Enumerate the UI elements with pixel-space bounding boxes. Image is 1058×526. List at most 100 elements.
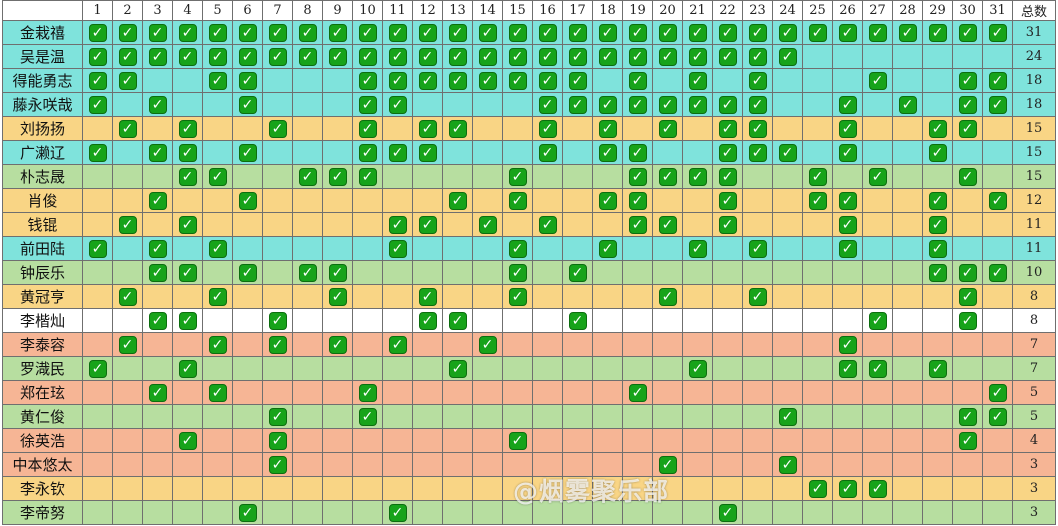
day-cell: ✓: [502, 260, 533, 285]
day-cell: [112, 236, 143, 261]
day-cell: [442, 260, 473, 285]
checkmark-icon: ✓: [358, 96, 377, 115]
day-cell: ✓: [922, 188, 953, 213]
day-cell: [322, 476, 353, 501]
checkmark-icon: ✓: [148, 96, 167, 115]
day-cell: ✓: [982, 404, 1013, 429]
checkmark-icon: ✓: [238, 504, 257, 523]
day-cell: ✓: [682, 164, 713, 189]
day-cell: [922, 380, 953, 405]
day-cell: ✓: [502, 20, 533, 45]
checkmark-icon: ✓: [838, 216, 857, 235]
day-cell: [292, 428, 323, 453]
checkmark-icon: ✓: [478, 48, 497, 67]
checkmark-icon: ✓: [178, 432, 197, 451]
checkmark-icon: ✓: [268, 432, 287, 451]
day-cell: [982, 476, 1013, 501]
header-day: 30: [952, 0, 983, 21]
day-cell: [592, 476, 623, 501]
day-cell: [472, 140, 503, 165]
header-day: 4: [172, 0, 203, 21]
table-row: 黄冠亨 ✓ ✓ ✓ ✓ ✓ ✓ ✓ ✓ 8: [2, 284, 1056, 309]
day-cell: [472, 356, 503, 381]
day-cell: ✓: [142, 260, 173, 285]
day-cell: [202, 476, 233, 501]
day-cell: [532, 188, 563, 213]
day-cell: [382, 260, 413, 285]
day-cell: [502, 404, 533, 429]
day-cell: ✓: [412, 116, 443, 141]
checkmark-icon: ✓: [538, 48, 557, 67]
checkmark-icon: ✓: [928, 192, 947, 211]
checkmark-icon: ✓: [718, 216, 737, 235]
header-day: 12: [412, 0, 443, 21]
day-cell: [832, 164, 863, 189]
day-cell: [442, 500, 473, 525]
day-cell: [172, 68, 203, 93]
day-cell: ✓: [772, 404, 803, 429]
day-cell: ✓: [952, 92, 983, 117]
table-body: 金栽禧 ✓ ✓ ✓ ✓ ✓ ✓ ✓ ✓ ✓ ✓ ✓ ✓ ✓ ✓ ✓ ✓ ✓ ✓ ✓ ✓ ✓ ✓ ✓ ✓ ✓ ✓ ✓ ✓ ✓ ✓ ✓ 31 吴是温 ✓…: [2, 20, 1056, 525]
checkmark-icon: ✓: [148, 48, 167, 67]
day-cell: ✓: [592, 116, 623, 141]
day-cell: [892, 260, 923, 285]
day-cell: [472, 428, 503, 453]
day-cell: ✓: [352, 68, 383, 93]
day-cell: [682, 260, 713, 285]
day-cell: [712, 236, 743, 261]
day-cell: ✓: [232, 500, 263, 525]
checkmark-icon: ✓: [598, 240, 617, 259]
day-cell: [802, 332, 833, 357]
day-cell: [322, 212, 353, 237]
checkmark-icon: ✓: [268, 408, 287, 427]
total-count: 15: [1012, 140, 1056, 165]
day-cell: [832, 308, 863, 333]
member-name: 得能勇志: [2, 68, 83, 93]
day-cell: [862, 260, 893, 285]
day-cell: [652, 404, 683, 429]
day-cell: [622, 260, 653, 285]
checkmark-icon: ✓: [418, 24, 437, 43]
checkmark-icon: ✓: [628, 48, 647, 67]
member-name: 李泰容: [2, 332, 83, 357]
day-cell: [532, 332, 563, 357]
checkmark-icon: ✓: [208, 240, 227, 259]
table-row: 李泰容 ✓ ✓ ✓ ✓ ✓ ✓ ✓ 7: [2, 332, 1056, 357]
day-cell: [472, 404, 503, 429]
day-cell: ✓: [952, 164, 983, 189]
checkmark-icon: ✓: [538, 216, 557, 235]
day-cell: [982, 332, 1013, 357]
day-cell: [502, 452, 533, 477]
header-day: 16: [532, 0, 563, 21]
day-cell: ✓: [622, 380, 653, 405]
checkmark-icon: ✓: [178, 264, 197, 283]
day-cell: [982, 428, 1013, 453]
day-cell: [832, 44, 863, 69]
day-cell: ✓: [322, 284, 353, 309]
day-cell: ✓: [172, 356, 203, 381]
day-cell: ✓: [952, 308, 983, 333]
day-cell: [652, 236, 683, 261]
day-cell: [412, 500, 443, 525]
day-cell: [352, 428, 383, 453]
day-cell: [322, 404, 353, 429]
day-cell: [472, 284, 503, 309]
day-cell: ✓: [532, 20, 563, 45]
day-cell: [352, 188, 383, 213]
checkmark-icon: ✓: [838, 360, 857, 379]
day-cell: [382, 356, 413, 381]
day-cell: [802, 404, 833, 429]
day-cell: [862, 500, 893, 525]
day-cell: [562, 356, 593, 381]
day-cell: [712, 356, 743, 381]
day-cell: [682, 308, 713, 333]
day-cell: ✓: [202, 164, 233, 189]
day-cell: [502, 308, 533, 333]
day-cell: ✓: [622, 164, 653, 189]
total-count: 8: [1012, 284, 1056, 309]
day-cell: [322, 236, 353, 261]
day-cell: [742, 188, 773, 213]
checkmark-icon: ✓: [88, 144, 107, 163]
day-cell: ✓: [652, 212, 683, 237]
day-cell: [952, 452, 983, 477]
